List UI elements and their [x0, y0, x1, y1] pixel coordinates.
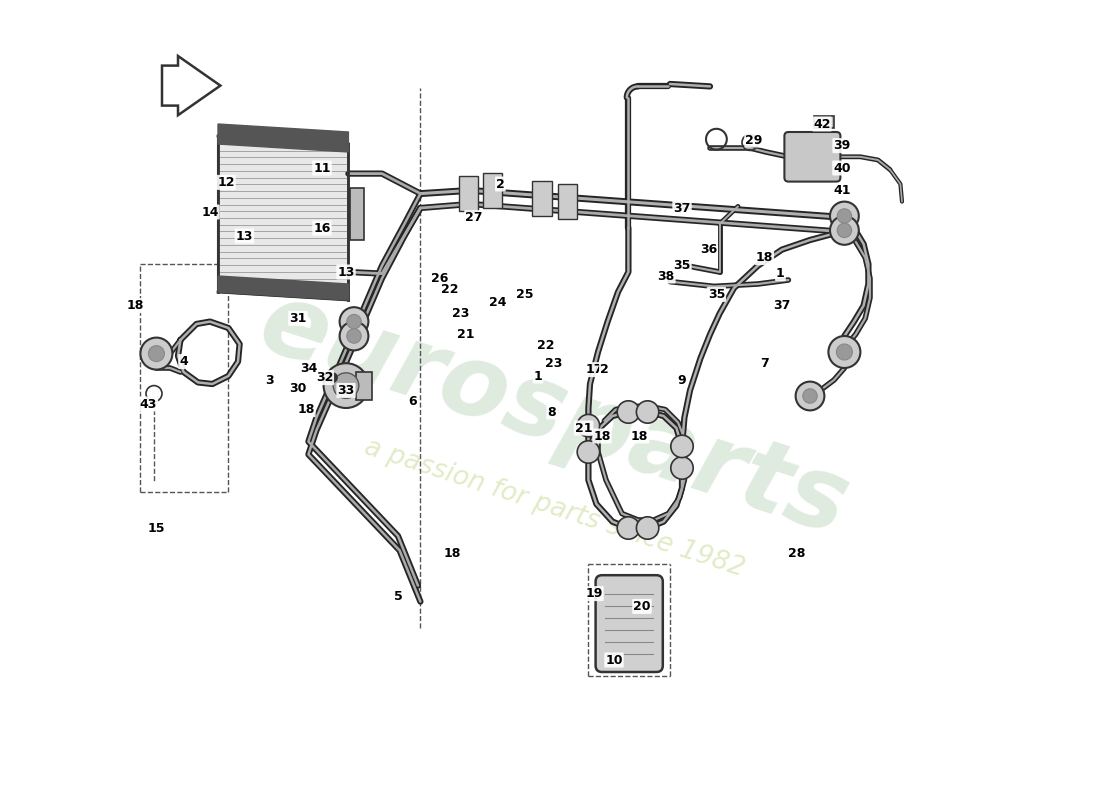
Circle shape — [340, 322, 368, 350]
Text: 14: 14 — [201, 206, 219, 218]
Text: 4: 4 — [179, 355, 188, 368]
Circle shape — [323, 363, 368, 408]
Text: eurosparts: eurosparts — [248, 275, 860, 557]
Text: 20: 20 — [634, 600, 651, 613]
Text: 39: 39 — [834, 139, 850, 152]
Circle shape — [578, 441, 600, 463]
Text: 3: 3 — [266, 374, 274, 386]
Text: 21: 21 — [458, 328, 475, 341]
Circle shape — [146, 386, 162, 402]
Circle shape — [830, 216, 859, 245]
Circle shape — [795, 382, 824, 410]
Polygon shape — [162, 56, 220, 115]
Text: 2: 2 — [496, 178, 505, 190]
Polygon shape — [218, 276, 349, 300]
Text: 25: 25 — [516, 288, 534, 301]
Text: 43: 43 — [140, 398, 157, 410]
Circle shape — [333, 373, 359, 398]
Text: 7: 7 — [760, 358, 769, 370]
Text: 30: 30 — [289, 382, 307, 394]
Text: 9: 9 — [678, 374, 686, 386]
Circle shape — [148, 346, 164, 362]
Text: 35: 35 — [673, 259, 691, 272]
Text: 41: 41 — [834, 184, 850, 197]
Text: 18: 18 — [631, 430, 648, 442]
Text: 23: 23 — [546, 358, 563, 370]
Circle shape — [340, 307, 368, 336]
Text: 37: 37 — [673, 202, 691, 214]
Text: 6: 6 — [408, 395, 417, 408]
Text: 17: 17 — [585, 363, 603, 376]
Polygon shape — [558, 184, 578, 219]
Text: 22: 22 — [441, 283, 459, 296]
Circle shape — [836, 344, 852, 360]
Text: 10: 10 — [605, 654, 623, 666]
Text: 18: 18 — [593, 430, 611, 442]
Text: 29: 29 — [746, 134, 762, 146]
Circle shape — [837, 209, 851, 223]
Polygon shape — [218, 124, 349, 152]
Text: a passion for parts since 1982: a passion for parts since 1982 — [361, 434, 748, 582]
Text: 28: 28 — [788, 547, 805, 560]
Text: 16: 16 — [314, 222, 331, 234]
Text: 21: 21 — [575, 422, 592, 434]
Text: 34: 34 — [299, 362, 317, 374]
Text: 8: 8 — [548, 406, 556, 418]
Text: 18: 18 — [443, 547, 461, 560]
Text: 12: 12 — [217, 176, 234, 189]
FancyBboxPatch shape — [595, 575, 663, 672]
Text: 23: 23 — [452, 307, 469, 320]
Circle shape — [671, 457, 693, 479]
Text: 42: 42 — [813, 118, 830, 130]
Text: 22: 22 — [537, 339, 554, 352]
Polygon shape — [459, 176, 478, 211]
Circle shape — [637, 401, 659, 423]
Circle shape — [617, 517, 639, 539]
Polygon shape — [218, 136, 349, 300]
Text: 26: 26 — [431, 272, 449, 285]
Text: 31: 31 — [289, 312, 307, 325]
Text: 27: 27 — [465, 211, 483, 224]
Text: 36: 36 — [700, 243, 717, 256]
FancyBboxPatch shape — [784, 132, 840, 182]
Text: 11: 11 — [314, 162, 331, 174]
Text: 37: 37 — [773, 299, 791, 312]
Text: 2: 2 — [600, 363, 608, 376]
Text: 15: 15 — [147, 522, 165, 534]
Circle shape — [830, 202, 859, 230]
Circle shape — [637, 517, 659, 539]
Circle shape — [828, 336, 860, 368]
Circle shape — [671, 435, 693, 458]
Polygon shape — [532, 181, 551, 216]
Text: 19: 19 — [585, 587, 603, 600]
Text: 18: 18 — [297, 403, 315, 416]
Circle shape — [346, 329, 361, 343]
Polygon shape — [814, 115, 834, 127]
Text: 13: 13 — [235, 230, 253, 242]
Text: 35: 35 — [707, 288, 725, 301]
Text: 1: 1 — [534, 370, 542, 382]
Bar — [356, 372, 373, 400]
Text: 18: 18 — [756, 251, 773, 264]
Circle shape — [617, 401, 639, 423]
Text: 5: 5 — [394, 590, 403, 602]
Text: 38: 38 — [658, 270, 674, 282]
Text: 33: 33 — [338, 384, 354, 397]
Circle shape — [346, 314, 361, 329]
Circle shape — [328, 373, 338, 382]
Text: 40: 40 — [834, 162, 850, 174]
Bar — [350, 188, 364, 240]
Text: 24: 24 — [490, 296, 507, 309]
Text: 13: 13 — [338, 266, 354, 278]
Text: 32: 32 — [316, 371, 333, 384]
Circle shape — [803, 389, 817, 403]
Text: 1: 1 — [776, 267, 784, 280]
Circle shape — [578, 414, 600, 437]
Circle shape — [837, 223, 851, 238]
Circle shape — [141, 338, 173, 370]
Text: 18: 18 — [126, 299, 144, 312]
Polygon shape — [483, 173, 502, 208]
